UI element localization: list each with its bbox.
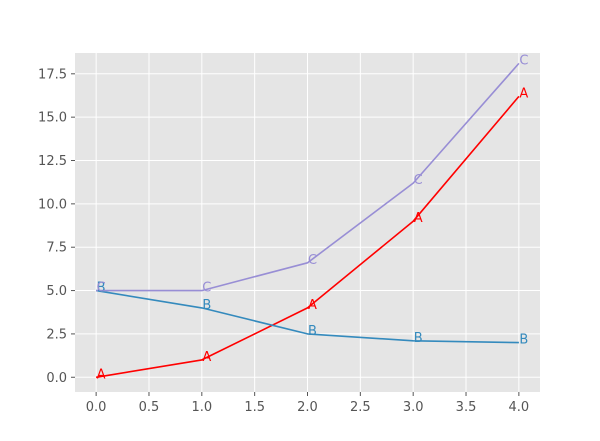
series-line-B xyxy=(95,289,519,344)
x-tick-label: 2.5 xyxy=(350,400,371,415)
x-axis: 0.0 0.5 1.0 1.5 2.0 2.5 3.0 3.5 4.0 xyxy=(86,392,529,415)
series-line-A xyxy=(95,95,520,379)
y-tick-label: 15.0 xyxy=(38,111,67,126)
y-tick-label: 0.0 xyxy=(46,371,67,386)
point-label-B: B xyxy=(519,333,528,348)
x-tick-label: 3.5 xyxy=(456,400,477,415)
point-label-B: B xyxy=(97,281,106,296)
y-tick-label: 17.5 xyxy=(38,67,67,82)
x-tick-label: 3.0 xyxy=(403,400,424,415)
x-tick-label: 0.0 xyxy=(86,400,107,415)
y-tick-label: 12.5 xyxy=(38,154,67,169)
point-label-B: B xyxy=(308,324,317,339)
y-tick-label: 10.0 xyxy=(38,197,67,212)
point-label-C: C xyxy=(97,281,106,296)
point-label-C: C xyxy=(519,53,528,68)
point-label-C: C xyxy=(414,173,423,188)
y-tick-label: 5.0 xyxy=(46,284,67,299)
point-label-A: A xyxy=(414,211,423,226)
y-tick-label: 7.5 xyxy=(46,241,67,256)
point-label-C: C xyxy=(202,281,211,296)
x-tick-label: 1.0 xyxy=(191,400,212,415)
point-label-A: A xyxy=(202,350,211,365)
point-label-B: B xyxy=(414,331,423,346)
point-label-A: A xyxy=(519,86,528,101)
point-label-C: C xyxy=(308,253,317,268)
x-tick-label: 0.5 xyxy=(139,400,160,415)
y-axis: 0.0 2.5 5.0 7.5 10.0 12.5 15.0 17.5 xyxy=(38,67,75,386)
y-tick-label: 2.5 xyxy=(46,327,67,342)
x-tick-label: 2.0 xyxy=(297,400,318,415)
point-label-B: B xyxy=(202,298,211,313)
point-label-A: A xyxy=(97,367,106,382)
point-label-A: A xyxy=(308,298,317,313)
x-tick-label: 1.5 xyxy=(244,400,265,415)
x-tick-label: 4.0 xyxy=(509,400,530,415)
series-lines xyxy=(95,62,520,379)
series-line-C xyxy=(96,62,520,292)
